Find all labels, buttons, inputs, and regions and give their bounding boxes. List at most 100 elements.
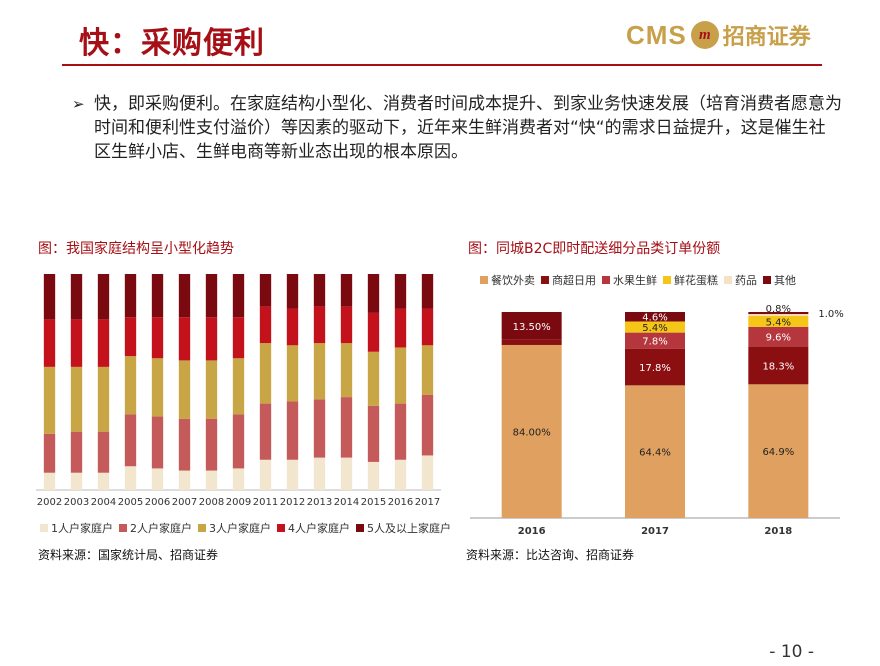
- data-label: 9.6%: [766, 333, 791, 344]
- x-tick-label: 2007: [172, 497, 197, 508]
- x-tick-label: 2017: [415, 497, 440, 508]
- bar-segment: [178, 470, 191, 490]
- legend-swatch: [198, 524, 206, 532]
- bar-segment: [421, 345, 434, 395]
- bar-segment: [151, 416, 164, 469]
- arrow-bullet-icon: ➢: [72, 95, 85, 113]
- page-number: - 10 -: [769, 642, 814, 662]
- bar-segment: [97, 366, 110, 432]
- bar-segment: [286, 308, 299, 346]
- data-label: 64.9%: [762, 447, 794, 458]
- bar-segment: [205, 274, 218, 318]
- b2c-chart-legend: 餐饮外卖 商超日用 水果生鲜 鲜花蛋糕 药品 其他: [480, 272, 796, 288]
- bar-segment: [625, 332, 685, 349]
- bar-segment: [367, 461, 380, 490]
- x-tick-label: 2012: [280, 497, 305, 508]
- legend-label: 2人户家庭户: [130, 522, 192, 535]
- bar-segment: [340, 397, 353, 458]
- bar-segment: [151, 317, 164, 359]
- legend-swatch: [480, 276, 488, 284]
- legend-item: 其他: [763, 272, 796, 288]
- bar-segment: [97, 472, 110, 490]
- bar-segment: [748, 314, 809, 316]
- bar-segment: [259, 274, 272, 307]
- bar-segment: [205, 418, 218, 471]
- header-divider: [62, 64, 822, 66]
- legend-swatch: [40, 524, 48, 532]
- legend-swatch: [763, 276, 771, 284]
- logo-company-name: 招商证券: [722, 25, 811, 50]
- bar-segment: [421, 308, 434, 346]
- bar-segment: [748, 384, 809, 518]
- b2c-chart-title: 图：同城B2C即时配送细分品类订单份额: [468, 241, 721, 257]
- bar-segment: [97, 274, 110, 320]
- legend-item: 4人户家庭户: [277, 520, 350, 536]
- household-chart-source: 资料来源：国家统计局、招商证券: [38, 548, 219, 562]
- bar-segment: [394, 403, 407, 460]
- bar-segment: [313, 274, 326, 307]
- x-tick-label: 2016: [388, 497, 413, 508]
- legend-item: 餐饮外卖: [480, 272, 535, 288]
- data-label: 18.3%: [762, 361, 794, 372]
- logo-seal-icon: m: [690, 21, 719, 49]
- bar-segment: [70, 319, 83, 367]
- legend-label: 5人及以上家庭户: [367, 522, 451, 535]
- page-title: 快：采购便利: [79, 26, 265, 61]
- bar-segment: [151, 274, 164, 318]
- bar-segment: [178, 274, 191, 318]
- legend-label: 其他: [774, 274, 796, 287]
- bar-segment: [205, 470, 218, 490]
- data-label: 5.4%: [766, 317, 791, 328]
- bar-segment: [178, 360, 191, 419]
- bar-segment: [313, 343, 326, 400]
- bar-segment: [625, 348, 685, 386]
- bar-segment: [501, 312, 562, 340]
- bar-segment: [394, 459, 407, 490]
- bar-segment: [232, 468, 245, 490]
- bar-segment: [367, 312, 380, 352]
- legend-item: 2人户家庭户: [119, 520, 192, 536]
- bar-segment: [748, 312, 809, 315]
- data-label: 7.8%: [642, 337, 667, 348]
- bar-segment: [259, 343, 272, 404]
- bar-segment: [178, 317, 191, 361]
- bar-segment: [421, 455, 434, 490]
- bar-segment: [232, 414, 245, 469]
- bar-segment: [421, 394, 434, 456]
- bar-segment: [43, 366, 56, 434]
- bar-segment: [232, 274, 245, 318]
- bullet-paragraph: ➢ 快，即采购便利。在家庭结构小型化、消费者时间成本提升、到家业务快速发展（培育…: [72, 92, 842, 164]
- data-label: 64.4%: [639, 448, 671, 459]
- x-tick-label: 2006: [145, 497, 170, 508]
- bar-segment: [232, 317, 245, 359]
- x-tick-label: 2015: [361, 497, 386, 508]
- legend-swatch: [356, 524, 364, 532]
- bar-segment: [70, 431, 83, 473]
- data-label: 0.8%: [766, 304, 791, 315]
- bar-segment: [748, 346, 809, 385]
- bar-segment: [124, 414, 137, 467]
- x-tick-label: 2004: [91, 497, 116, 508]
- bar-segment: [124, 356, 137, 415]
- bar-segment: [43, 433, 56, 473]
- bar-segment: [367, 405, 380, 462]
- bar-segment: [340, 343, 353, 398]
- bar-segment: [124, 274, 137, 318]
- legend-label: 水果生鲜: [613, 274, 657, 287]
- household-chart-title: 图：我国家庭结构呈小型化趋势: [38, 241, 234, 257]
- bar-segment: [748, 326, 809, 347]
- bar-segment: [625, 321, 685, 333]
- legend-swatch: [541, 276, 549, 284]
- bar-segment: [205, 360, 218, 419]
- data-label: 13.50%: [513, 322, 551, 333]
- bar-segment: [259, 306, 272, 344]
- bar-segment: [367, 274, 380, 313]
- logo-cms-text: CMS: [626, 19, 687, 50]
- legend-item: 鲜花蛋糕: [663, 272, 718, 288]
- bar-segment: [748, 315, 809, 327]
- bar-segment: [313, 306, 326, 344]
- bar-segment: [205, 317, 218, 361]
- x-tick-label: 2002: [37, 497, 62, 508]
- bar-segment: [367, 351, 380, 406]
- x-tick-label: 2013: [307, 497, 332, 508]
